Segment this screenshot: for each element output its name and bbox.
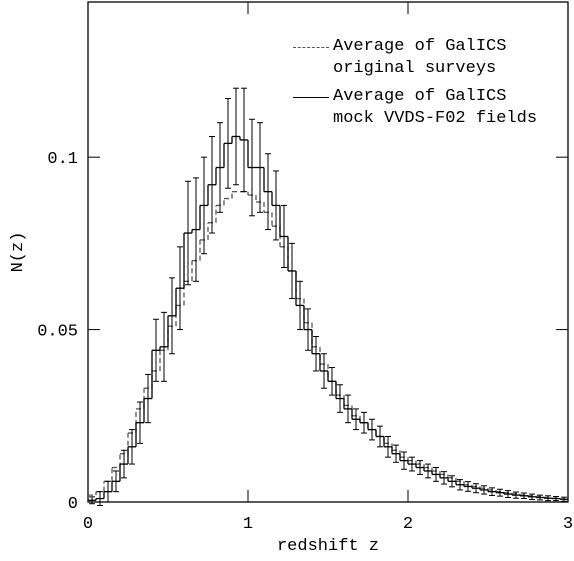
y-axis-label: N(z) xyxy=(9,232,28,273)
legend-entry: Average of GalICS original surveys xyxy=(293,36,548,80)
x-axis-label: redshift z xyxy=(277,537,379,556)
plot-frame xyxy=(87,1,569,503)
y-tick-label: 0 xyxy=(68,495,78,514)
legend-entry: Average of GalICS mock VVDS-F02 fields xyxy=(293,86,548,130)
legend-label: Average of GalICS original surveys xyxy=(333,37,507,78)
x-tick-label: 1 xyxy=(243,515,253,534)
legend-label: Average of GalICS mock VVDS-F02 fields xyxy=(333,87,538,128)
x-tick-label: 3 xyxy=(563,515,573,534)
x-tick-label: 0 xyxy=(83,515,93,534)
y-tick-label: 0.1 xyxy=(47,150,78,169)
x-tick-label: 2 xyxy=(403,515,413,534)
legend-swatch xyxy=(293,97,329,98)
legend-swatch xyxy=(293,47,329,48)
y-tick-label: 0.05 xyxy=(37,323,78,342)
legend: Average of GalICS original surveys Averag… xyxy=(293,36,548,136)
